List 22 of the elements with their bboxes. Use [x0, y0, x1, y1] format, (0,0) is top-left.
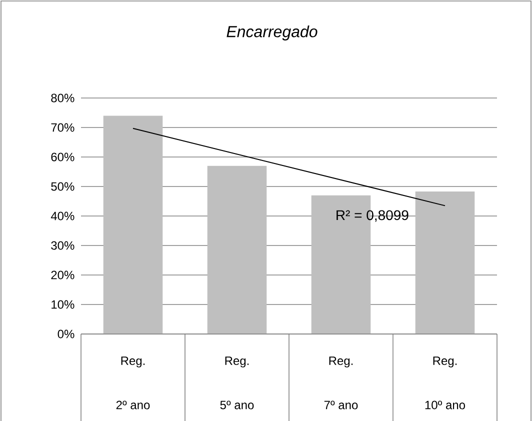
text: Reg. [121, 356, 145, 368]
text: Reg. [433, 356, 457, 368]
y-tick-label: 10% [52, 300, 74, 309]
y-tick-label: 60% [51, 152, 74, 162]
bar [207, 166, 267, 334]
text: Reg. [225, 356, 249, 368]
y-tick-label: 80% [51, 94, 74, 102]
bar [103, 116, 163, 334]
y-tick-label: 70% [51, 123, 74, 132]
y-tick-label: 20% [51, 270, 74, 280]
x-tick-label: 2º ano [116, 400, 150, 410]
y-tick-label: 50% [51, 182, 74, 191]
y-tick-label: 40% [50, 212, 74, 220]
x-tick-label: 5º ano [220, 400, 254, 410]
chart-title: Encarregado [226, 26, 318, 40]
x-tick-label: 10º ano [425, 400, 466, 410]
y-tick-label: 0% [58, 330, 74, 338]
y-tick-label: 30% [51, 241, 74, 250]
x-tick-label: 7º ano [324, 400, 358, 410]
bar [415, 192, 475, 334]
annotation: R² = 0,8099 [336, 210, 408, 222]
text: Reg. [329, 356, 353, 368]
